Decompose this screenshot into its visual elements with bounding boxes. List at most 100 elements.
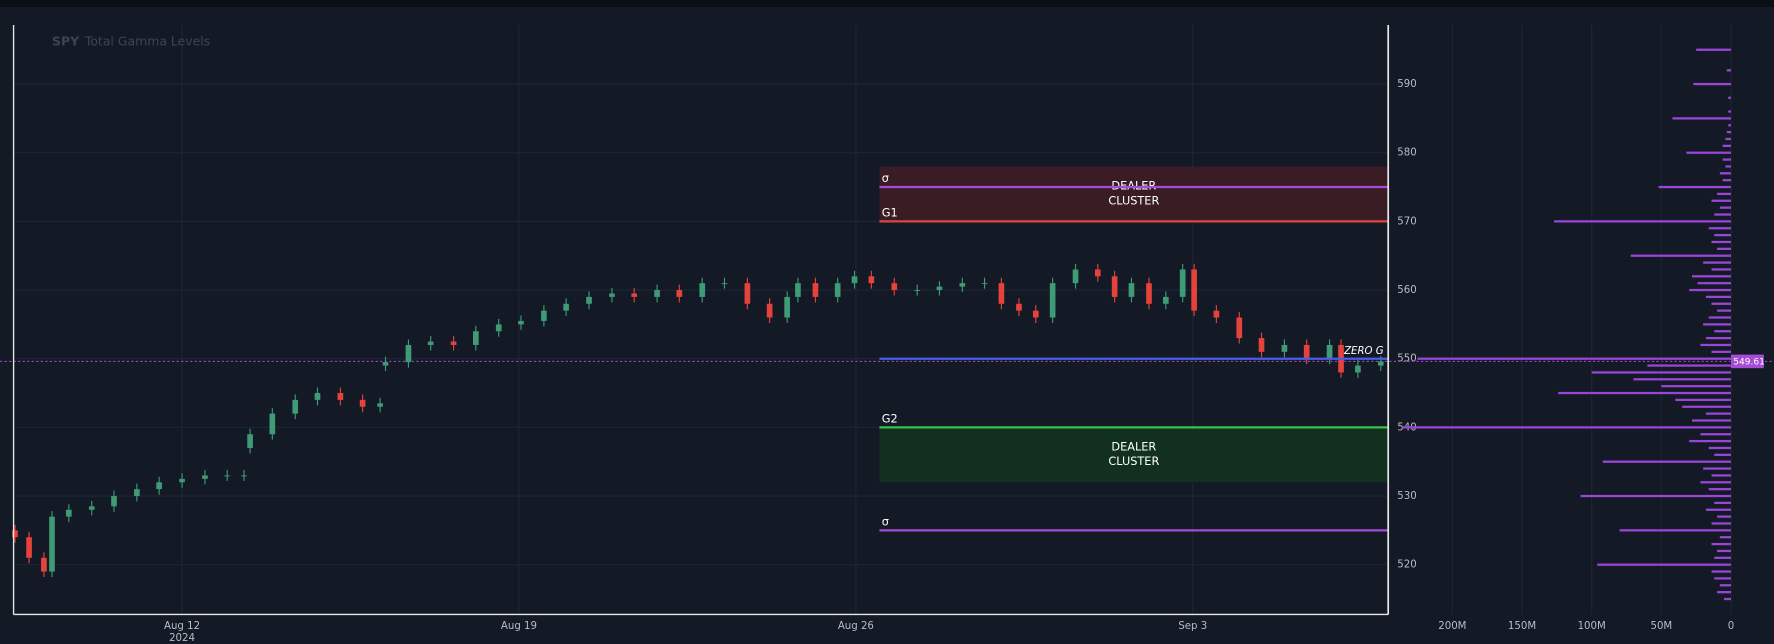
gamma-bar bbox=[1711, 542, 1732, 546]
gamma-bar bbox=[1700, 481, 1732, 484]
candle-body bbox=[1303, 344, 1310, 359]
gamma-bar bbox=[1722, 144, 1732, 147]
gamma-bar bbox=[1630, 254, 1732, 257]
gamma-bar bbox=[1591, 371, 1732, 374]
gamma-bar bbox=[1711, 350, 1732, 353]
zone-label: CLUSTER bbox=[1108, 455, 1159, 468]
candle-body bbox=[744, 283, 751, 304]
candle-body bbox=[1146, 283, 1152, 304]
candle-body bbox=[868, 276, 875, 284]
candle-body bbox=[1258, 338, 1265, 352]
x-tick-label: Aug 12 bbox=[164, 621, 200, 632]
gamma-bar bbox=[1633, 378, 1732, 381]
x-tick-label: 150M bbox=[1508, 621, 1536, 632]
candle-body bbox=[721, 283, 728, 285]
candle-body bbox=[247, 434, 253, 448]
candle-body bbox=[241, 475, 247, 477]
gamma-bar bbox=[1689, 288, 1732, 292]
gamma-bar bbox=[1697, 282, 1732, 285]
candle-body bbox=[766, 303, 773, 318]
dealer-zone bbox=[879, 427, 1389, 483]
dealer-zone bbox=[879, 166, 1389, 222]
candle-body bbox=[179, 478, 185, 483]
gamma-bar bbox=[1717, 591, 1732, 594]
gamma-bar bbox=[1717, 192, 1732, 196]
candle-body bbox=[1128, 283, 1135, 297]
y-tick-label: 590 bbox=[1397, 79, 1416, 90]
candle-body bbox=[541, 310, 547, 321]
y-tick-label: 580 bbox=[1397, 148, 1416, 159]
gamma-bar bbox=[1672, 117, 1732, 120]
gamma-bar bbox=[1705, 508, 1732, 511]
candle-body bbox=[202, 475, 208, 479]
candle-body bbox=[1326, 344, 1333, 359]
candle-body bbox=[586, 296, 592, 304]
gamma-bar bbox=[1717, 309, 1732, 312]
candle-body bbox=[676, 290, 683, 297]
candle-body bbox=[66, 509, 72, 517]
gamma-bar bbox=[1726, 130, 1732, 134]
y-tick-label: 520 bbox=[1397, 560, 1416, 571]
y-tick-label: 550 bbox=[1397, 354, 1416, 365]
gamma-bar bbox=[1661, 385, 1732, 388]
gamma-bar bbox=[1728, 110, 1732, 113]
ticker: SPY bbox=[52, 33, 80, 48]
x-tick-label: 50M bbox=[1650, 621, 1672, 632]
gamma-bar bbox=[1717, 247, 1732, 250]
candle-body bbox=[337, 393, 344, 400]
gamma-bar bbox=[1714, 213, 1732, 216]
candle-body bbox=[1049, 283, 1056, 318]
top-strip bbox=[0, 0, 1774, 7]
gamma-bar bbox=[1725, 165, 1732, 168]
gamma-bar bbox=[1686, 151, 1732, 154]
candle-body bbox=[382, 362, 389, 366]
candle-body bbox=[834, 283, 841, 297]
candle-body bbox=[292, 399, 299, 414]
y-tick-label: 530 bbox=[1397, 491, 1416, 502]
candle-body bbox=[49, 516, 55, 572]
gamma-bar bbox=[1675, 398, 1732, 402]
candle-body bbox=[41, 557, 47, 572]
gamma-bar bbox=[1708, 316, 1732, 319]
zone-label: DEALER bbox=[1111, 440, 1156, 453]
gamma-bar bbox=[1696, 48, 1732, 51]
gamma-bar bbox=[1619, 529, 1732, 532]
gamma-bar bbox=[1700, 433, 1732, 436]
gamma-bar bbox=[1714, 556, 1732, 559]
gamma-bar bbox=[1703, 261, 1732, 264]
x-tick-label: 0 bbox=[1728, 621, 1734, 632]
candle-body bbox=[1213, 310, 1220, 318]
candle-body bbox=[12, 530, 18, 538]
candle-body bbox=[269, 413, 276, 435]
gamma-bar bbox=[1580, 494, 1732, 498]
gamma-bar bbox=[1554, 220, 1732, 223]
candle-body bbox=[450, 341, 457, 345]
x-tick-sublabel: 2024 bbox=[169, 633, 195, 644]
candle-body bbox=[1111, 276, 1118, 297]
gamma-bar bbox=[1417, 357, 1732, 360]
candle-body bbox=[518, 320, 524, 325]
gamma-bar bbox=[1402, 426, 1732, 429]
candle-body bbox=[981, 283, 988, 285]
candle-body bbox=[1016, 303, 1022, 311]
candle-body bbox=[936, 286, 943, 291]
candle-body bbox=[563, 303, 569, 311]
x-tick-label: 100M bbox=[1578, 621, 1606, 632]
candle-body bbox=[1179, 269, 1186, 297]
level-label: G2 bbox=[882, 412, 898, 425]
gamma-bar bbox=[1719, 536, 1732, 539]
gamma-bar bbox=[1691, 419, 1732, 422]
gamma-bar bbox=[1725, 137, 1732, 141]
x-tick-label: Aug 26 bbox=[838, 621, 874, 632]
chart-title: Total Gamma Levels bbox=[84, 33, 210, 48]
gamma-bar bbox=[1708, 227, 1732, 230]
gamma-bar bbox=[1708, 488, 1732, 491]
candle-body bbox=[1163, 296, 1169, 304]
candle-body bbox=[427, 341, 434, 345]
candle-body bbox=[998, 283, 1005, 304]
candle-body bbox=[891, 283, 898, 291]
level-label: G1 bbox=[882, 206, 898, 219]
